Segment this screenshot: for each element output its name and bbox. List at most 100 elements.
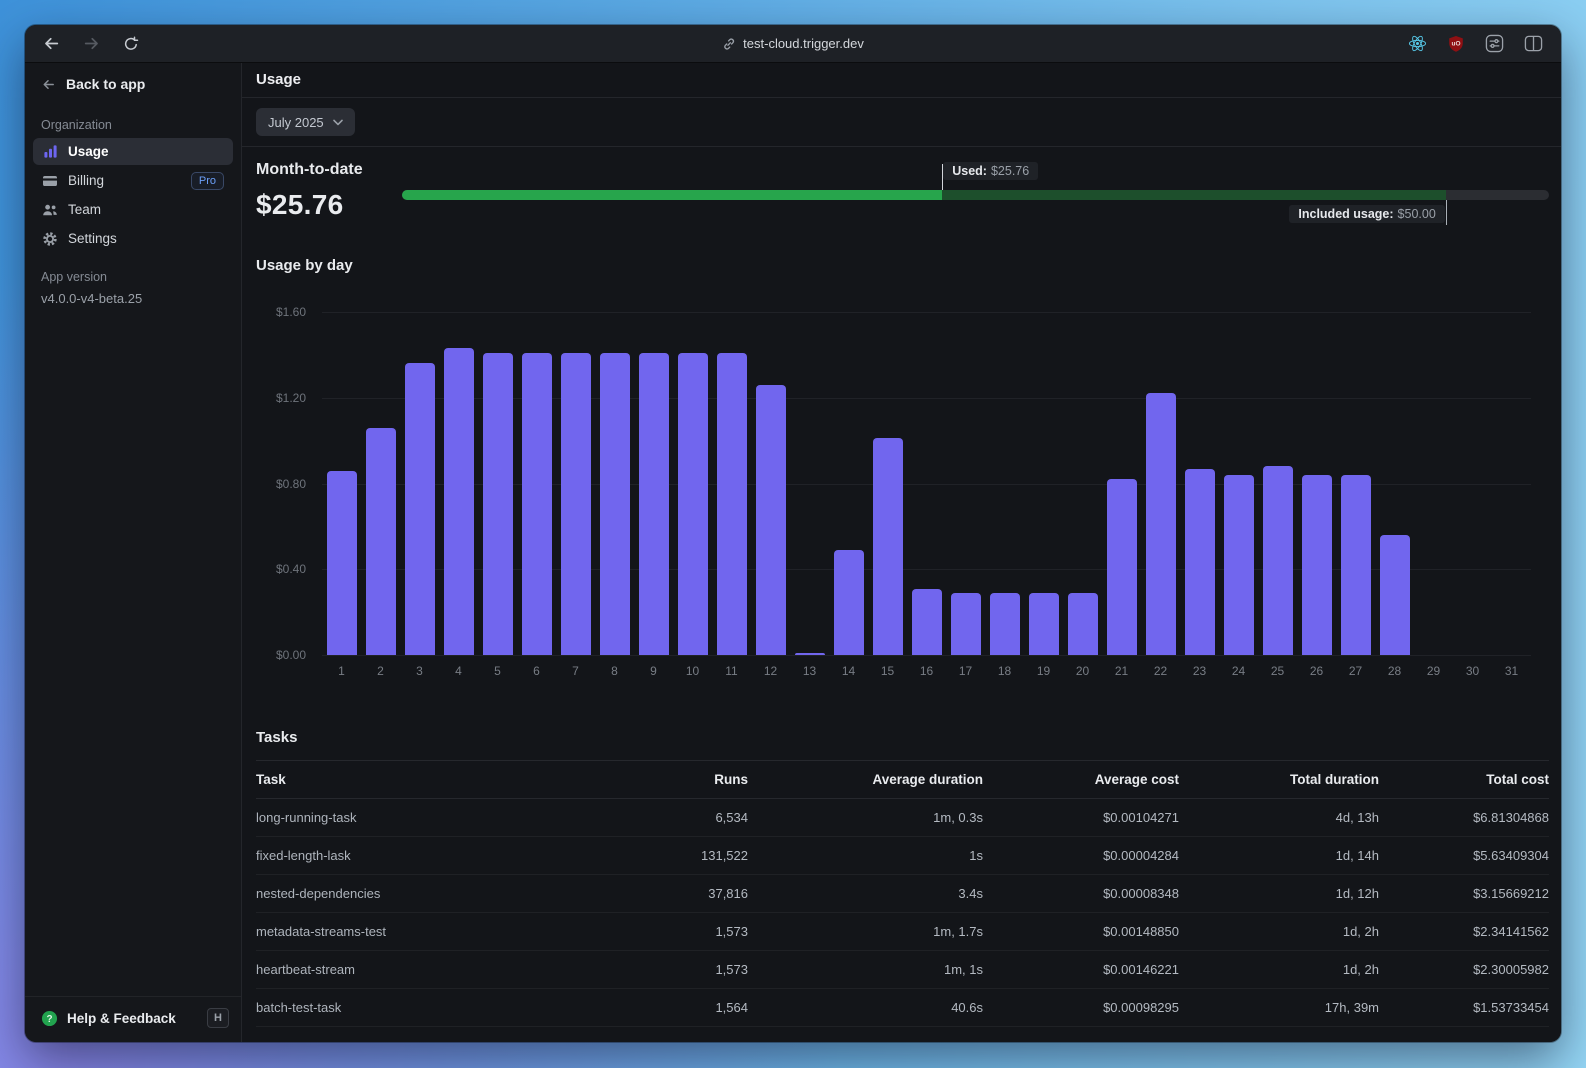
x-tick-label: 25 bbox=[1270, 664, 1285, 678]
bar-slot bbox=[712, 312, 751, 655]
bar-slot bbox=[673, 312, 712, 655]
month-to-date-label: Month-to-date bbox=[256, 161, 363, 178]
x-tick-label: 16 bbox=[919, 664, 934, 678]
task-value: 1d, 2h bbox=[1179, 950, 1379, 989]
usage-bar-day-27 bbox=[1340, 474, 1371, 655]
task-value: 1m, 1s bbox=[748, 950, 983, 989]
x-tick-label: 24 bbox=[1231, 664, 1246, 678]
y-tick-label: $1.60 bbox=[275, 305, 306, 319]
usage-bar-day-7 bbox=[560, 352, 591, 655]
help-feedback-button[interactable]: ? Help & Feedback H bbox=[25, 996, 241, 1042]
organization-section-label: Organization bbox=[41, 118, 112, 132]
usage-bar-day-5 bbox=[482, 352, 513, 655]
gear-icon bbox=[42, 231, 58, 247]
usage-bar-day-9 bbox=[638, 352, 669, 655]
usage-bar-day-11 bbox=[716, 352, 747, 655]
gridline bbox=[322, 655, 1531, 656]
task-name: heartbeat-stream bbox=[256, 950, 598, 989]
split-view-icon[interactable] bbox=[1524, 34, 1543, 53]
back-arrow-icon bbox=[41, 77, 56, 92]
task-value: 1,573 bbox=[598, 950, 748, 989]
chart-title: Usage by day bbox=[256, 257, 353, 274]
usage-bar-day-25 bbox=[1262, 466, 1293, 655]
task-value: $0.00098295 bbox=[983, 988, 1179, 1027]
credit-card-icon bbox=[42, 173, 58, 189]
usage-bar-day-1 bbox=[326, 470, 357, 655]
bar-slot bbox=[946, 312, 985, 655]
bar-slot bbox=[595, 312, 634, 655]
app-version-label: App version bbox=[41, 270, 108, 284]
react-devtools-icon[interactable] bbox=[1408, 34, 1427, 53]
bar-slot bbox=[1024, 312, 1063, 655]
x-tick-label: 26 bbox=[1309, 664, 1324, 678]
back-to-app-button[interactable]: Back to app bbox=[25, 71, 241, 100]
x-tick-label: 14 bbox=[841, 664, 856, 678]
bar-slot bbox=[1258, 312, 1297, 655]
x-tick-label: 1 bbox=[338, 664, 345, 678]
usage-bar-day-16 bbox=[911, 588, 942, 655]
url-bar[interactable]: test-cloud.trigger.dev bbox=[722, 36, 864, 51]
included-label-chip: Included usage: $50.00 bbox=[1289, 205, 1445, 223]
team-icon bbox=[42, 202, 58, 218]
progress-included-segment bbox=[942, 190, 1446, 200]
gridline bbox=[322, 312, 1531, 313]
usage-bar-day-22 bbox=[1145, 393, 1176, 655]
task-value: 131,522 bbox=[598, 836, 748, 875]
forward-button[interactable] bbox=[83, 35, 100, 52]
sidebar-item-usage[interactable]: Usage bbox=[33, 138, 233, 165]
reload-button[interactable] bbox=[123, 35, 139, 52]
bar-slot bbox=[829, 312, 868, 655]
back-button[interactable] bbox=[43, 35, 60, 52]
x-tick-label: 15 bbox=[880, 664, 895, 678]
x-tick-label: 20 bbox=[1075, 664, 1090, 678]
used-label-chip: Used: $25.76 bbox=[943, 162, 1039, 180]
browser-nav-buttons bbox=[43, 35, 139, 52]
month-to-date-section: Month-to-date $25.76 Used: $25.76 Include… bbox=[242, 147, 1561, 238]
tweaks-icon[interactable] bbox=[1485, 34, 1504, 53]
tasks-header-row: Task Runs Average duration Average cost Tota… bbox=[256, 760, 1549, 799]
sidebar: Back to app Organization Usage Billing P… bbox=[25, 63, 242, 1042]
sidebar-item-billing[interactable]: Billing Pro bbox=[33, 167, 233, 194]
help-feedback-label: Help & Feedback bbox=[67, 1010, 176, 1026]
column-header-task: Task bbox=[256, 760, 598, 799]
svg-text:?: ? bbox=[46, 1013, 52, 1024]
usage-bar-day-6 bbox=[521, 352, 552, 655]
x-tick-label: 12 bbox=[763, 664, 778, 678]
usage-bar-day-20 bbox=[1067, 592, 1098, 655]
table-row: heartbeat-stream 1,573 1m, 1s $0.00146221 1d… bbox=[256, 950, 1549, 989]
task-value: 1s bbox=[748, 836, 983, 875]
x-tick-label: 3 bbox=[416, 664, 423, 678]
x-tick-label: 7 bbox=[572, 664, 579, 678]
usage-bar-day-8 bbox=[599, 352, 630, 655]
app-version-value: v4.0.0-v4-beta.25 bbox=[41, 291, 143, 306]
bar-slot bbox=[322, 312, 361, 655]
sidebar-item-settings[interactable]: Settings bbox=[33, 225, 233, 252]
bar-slot bbox=[361, 312, 400, 655]
pro-badge: Pro bbox=[190, 171, 224, 190]
usage-bar-day-3 bbox=[404, 363, 435, 655]
month-select-dropdown[interactable]: July 2025 bbox=[256, 108, 355, 136]
gridline bbox=[322, 397, 1531, 399]
bar-slot bbox=[1336, 312, 1375, 655]
task-name: long-running-task bbox=[256, 798, 598, 837]
sidebar-item-team[interactable]: Team bbox=[33, 196, 233, 223]
x-tick-label: 18 bbox=[997, 664, 1012, 678]
bar-slot bbox=[556, 312, 595, 655]
bar-slot bbox=[478, 312, 517, 655]
included-usage-label: Included usage: bbox=[1298, 207, 1394, 221]
month-select-value: July 2025 bbox=[268, 114, 324, 130]
page-title: Usage bbox=[242, 63, 1561, 98]
usage-bar-day-28 bbox=[1379, 534, 1410, 655]
x-tick-label: 13 bbox=[802, 664, 817, 678]
usage-by-day-section: Usage by day $1.60 $1.20 $0.80 $0.40 $0.00 1… bbox=[242, 238, 1561, 678]
task-value: 6,534 bbox=[598, 798, 748, 837]
column-header-runs: Runs bbox=[598, 760, 748, 799]
y-tick-label: $0.80 bbox=[275, 476, 306, 491]
task-value: $5.63409304 bbox=[1379, 836, 1549, 875]
task-value: 40.6s bbox=[748, 988, 983, 1027]
table-row: long-running-task 6,534 1m, 0.3s $0.0010427… bbox=[256, 798, 1549, 837]
task-value: 1m, 1.7s bbox=[748, 912, 983, 951]
ublock-origin-icon[interactable]: uO bbox=[1447, 35, 1465, 53]
task-value: 1d, 14h bbox=[1179, 836, 1379, 875]
bar-slot bbox=[1141, 312, 1180, 655]
